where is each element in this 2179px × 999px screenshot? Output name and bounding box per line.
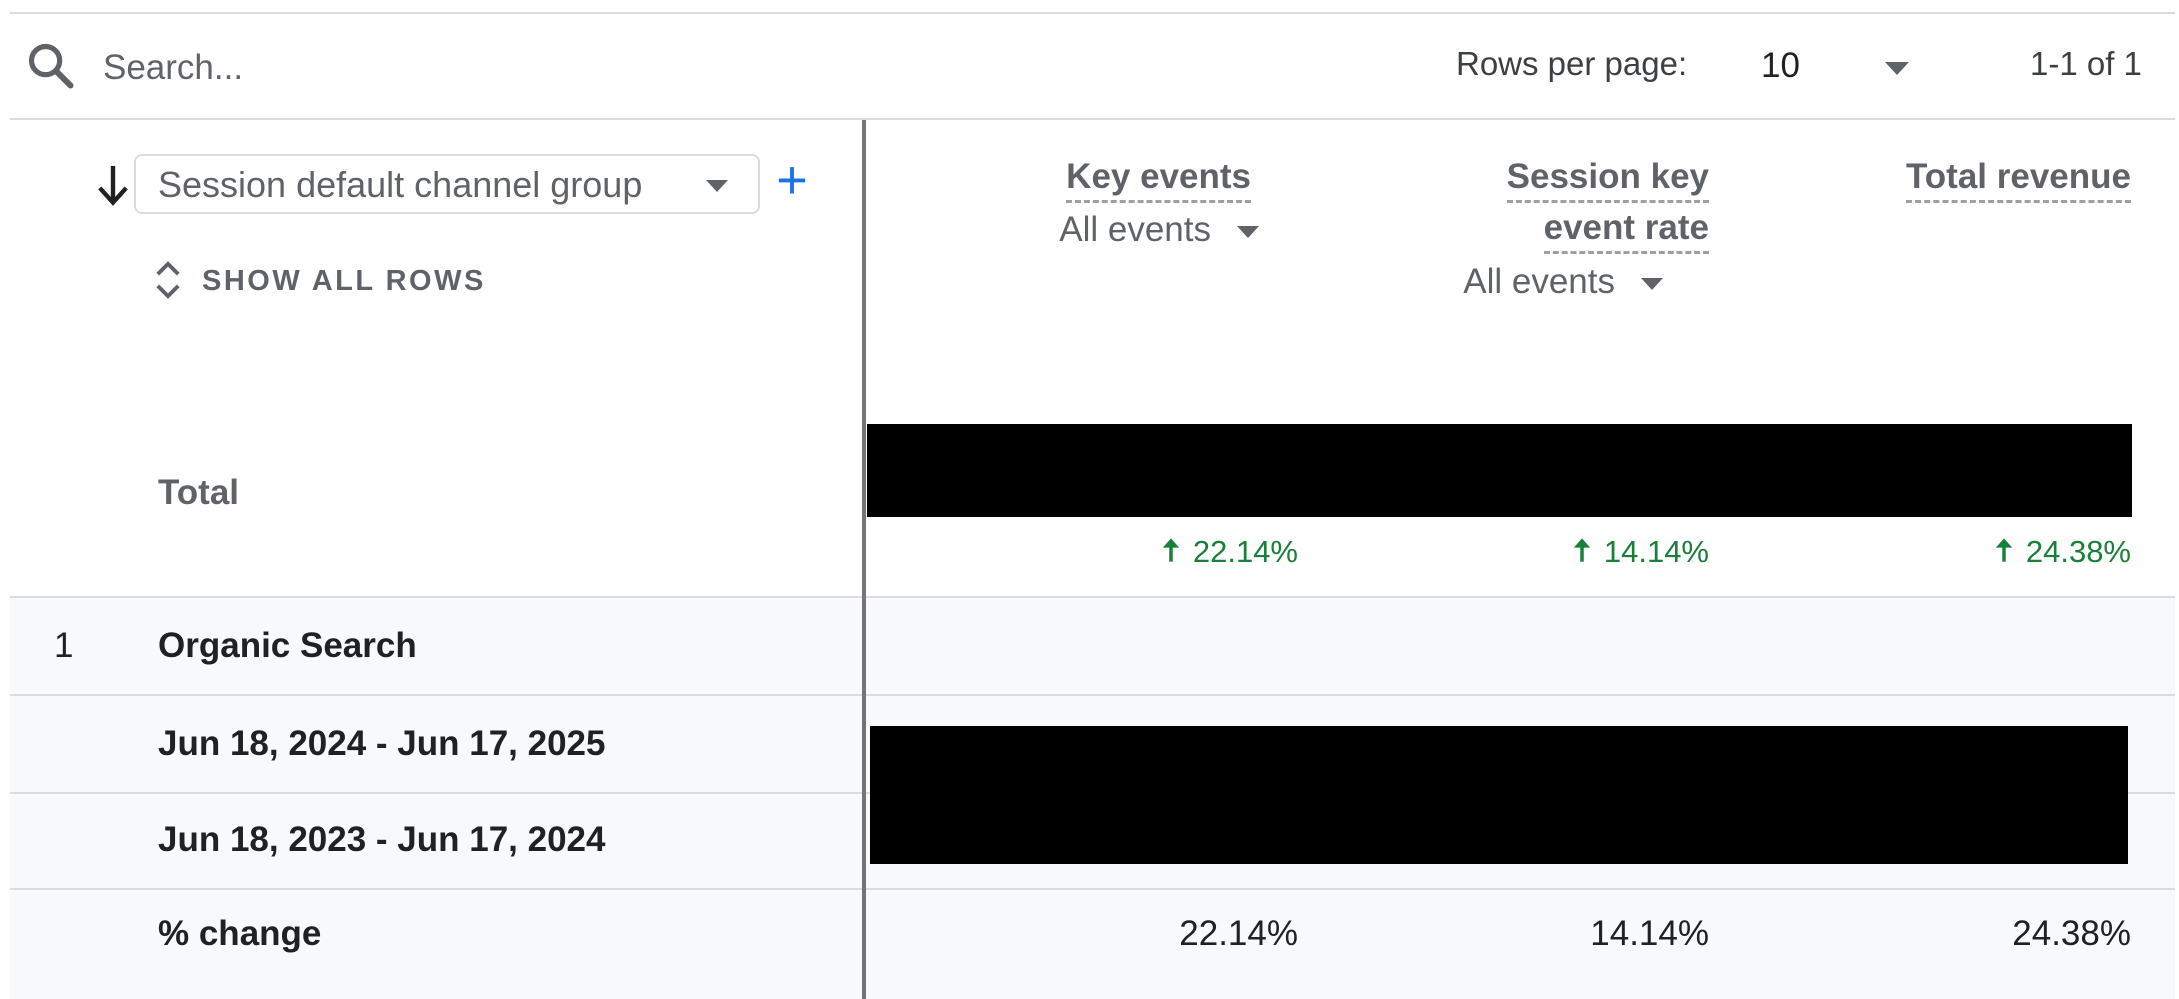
rows-per-page-select[interactable]: 10 xyxy=(1755,40,1925,96)
toolbar-divider xyxy=(10,118,2175,120)
redacted-block xyxy=(870,726,2128,864)
table-row[interactable]: 1 Organic Search xyxy=(10,598,2175,694)
total-change-key-events: 22.14% xyxy=(1159,534,1298,570)
row-index: 1 xyxy=(54,626,74,665)
row-separator xyxy=(10,888,2175,890)
change-label: % change xyxy=(158,914,322,953)
period-label-previous: Jun 18, 2023 - Jun 17, 2024 xyxy=(158,820,606,859)
rows-per-page-value: 10 xyxy=(1761,46,1800,85)
expand-vertical-icon xyxy=(156,261,180,299)
metric-title-line-1: Session key xyxy=(1506,156,1709,203)
row-label: Organic Search xyxy=(158,626,417,665)
row-separator xyxy=(10,694,2175,696)
metric-header-key-events[interactable]: Key events xyxy=(1066,156,1251,203)
column-divider xyxy=(862,120,866,999)
metric-header-session-key-event-rate[interactable]: Session key event rate xyxy=(1506,156,1709,254)
arrow-up-icon xyxy=(1162,538,1180,562)
rows-per-page-label: Rows per page: xyxy=(1456,45,1688,82)
metric-title: Total revenue xyxy=(1906,156,2131,203)
metric-title: Key events xyxy=(1066,156,1251,203)
pagination-text: 1-1 of 1 xyxy=(2030,45,2142,82)
change-value-session-key-event-rate: 14.14% xyxy=(1590,914,1709,953)
total-change-total-revenue: 24.38% xyxy=(1992,534,2131,570)
dimension-label: Session default channel group xyxy=(158,164,643,205)
table-row: % change xyxy=(10,890,2175,999)
metric-subtitle: All events xyxy=(1059,210,1211,249)
change-value-key-events: 22.14% xyxy=(1179,914,1298,953)
arrow-down-icon[interactable] xyxy=(95,163,131,207)
row-separator xyxy=(10,596,2175,598)
plus-icon[interactable]: + xyxy=(776,150,808,210)
chevron-down-icon xyxy=(706,180,728,192)
metric-title-line-2: event rate xyxy=(1543,207,1709,254)
arrow-up-icon xyxy=(1995,538,2013,562)
top-border xyxy=(10,12,2175,14)
total-label: Total xyxy=(158,473,240,512)
arrow-up-icon xyxy=(1573,538,1591,562)
redacted-block xyxy=(867,424,2132,517)
metric-subtitle: All events xyxy=(1463,262,1615,301)
change-value-total-revenue: 24.38% xyxy=(2012,914,2131,953)
total-change-session-key-event-rate: 14.14% xyxy=(1570,534,1709,570)
metric-subtitle-select[interactable]: All events xyxy=(1059,210,1259,250)
dimension-select[interactable]: Session default channel group xyxy=(134,154,760,214)
show-all-rows-label: SHOW ALL ROWS xyxy=(202,265,486,297)
search-input[interactable] xyxy=(103,40,803,96)
search-icon[interactable] xyxy=(25,40,77,92)
metric-header-total-revenue[interactable]: Total revenue xyxy=(1906,156,2131,203)
chevron-down-icon xyxy=(1237,225,1259,238)
chevron-down-icon xyxy=(1641,277,1663,290)
period-label-current: Jun 18, 2024 - Jun 17, 2025 xyxy=(158,724,606,763)
chevron-down-icon xyxy=(1885,62,1909,75)
metric-subtitle-select[interactable]: All events xyxy=(1463,262,1663,302)
